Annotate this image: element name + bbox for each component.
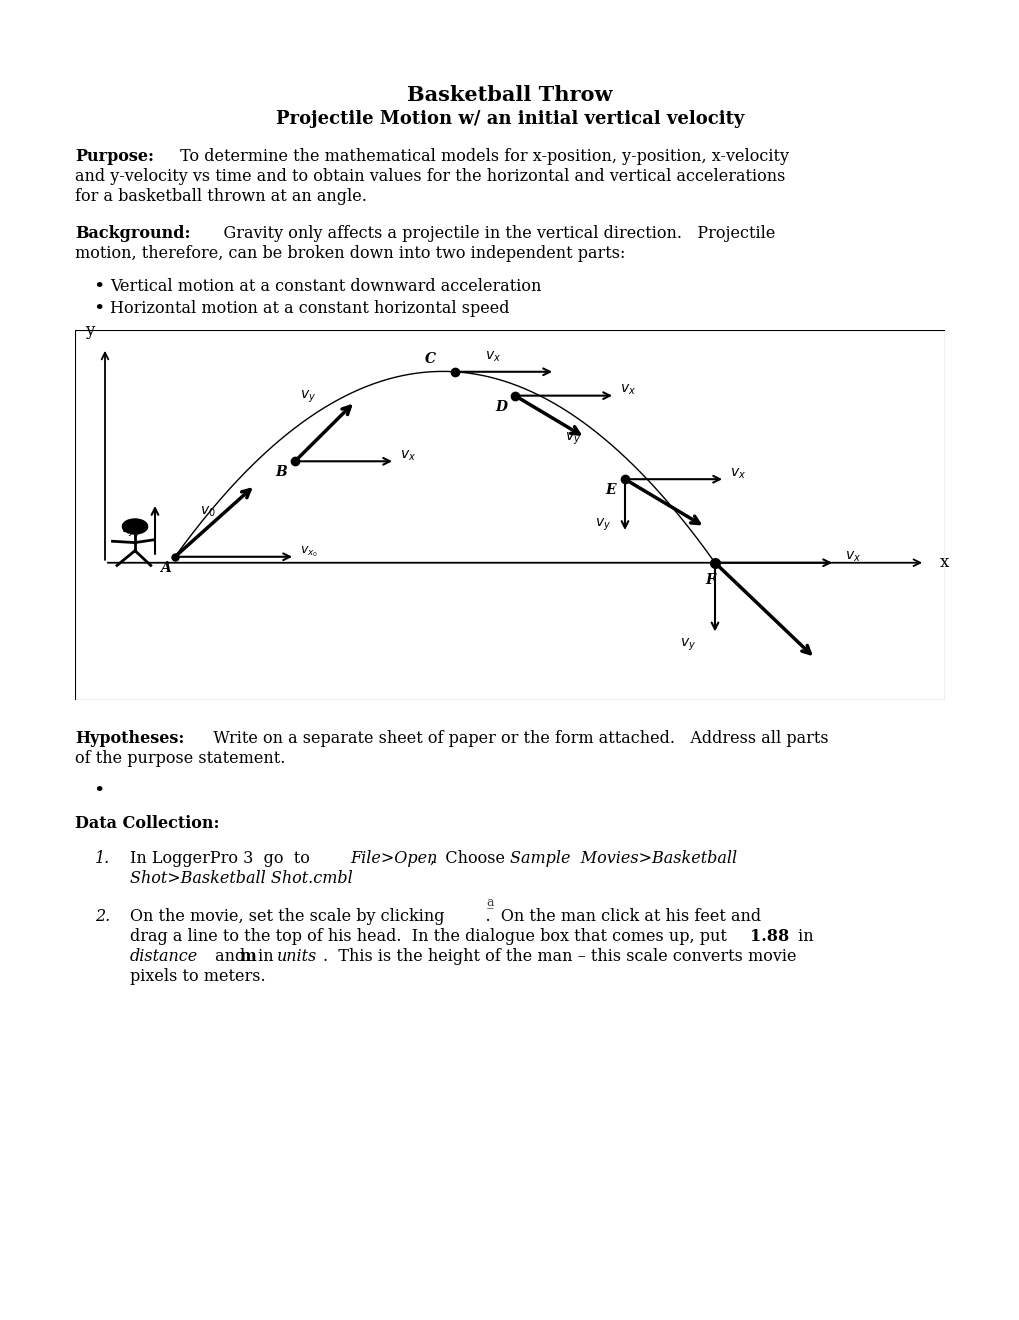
Text: $v_y$: $v_y$ — [565, 430, 581, 446]
Text: Vertical motion at a constant downward acceleration: Vertical motion at a constant downward a… — [110, 279, 541, 294]
Text: and y-velocity vs time and to obtain values for the horizontal and vertical acce: and y-velocity vs time and to obtain val… — [75, 168, 785, 185]
Text: •: • — [93, 279, 104, 296]
Text: motion, therefore, can be broken down into two independent parts:: motion, therefore, can be broken down in… — [75, 246, 625, 261]
Text: $v_x$: $v_x$ — [484, 350, 500, 364]
Text: Sample  Movies>Basketball: Sample Movies>Basketball — [510, 850, 737, 867]
Text: 1.88: 1.88 — [749, 928, 789, 945]
Text: B: B — [275, 465, 286, 479]
Text: Purpose:: Purpose: — [75, 148, 154, 165]
Text: $v_x$: $v_x$ — [730, 466, 745, 480]
Text: C: C — [425, 352, 435, 366]
Text: a̲̲̲̲̲̲̲̲̲: a̲̲̲̲̲̲̲̲̲ — [486, 895, 493, 908]
Text: $v_x$: $v_x$ — [399, 449, 416, 463]
Text: E: E — [604, 483, 615, 498]
Text: ,  Choose: , Choose — [430, 850, 515, 867]
Text: $v_0$: $v_0$ — [200, 506, 215, 519]
Text: pixels to meters.: pixels to meters. — [129, 968, 265, 985]
Text: Horizontal motion at a constant horizontal speed: Horizontal motion at a constant horizont… — [110, 300, 510, 317]
Text: •: • — [93, 781, 104, 800]
Text: drag a line to the top of his head.  In the dialogue box that comes up, put: drag a line to the top of his head. In t… — [129, 928, 732, 945]
Text: in: in — [792, 928, 813, 945]
Text: Data Collection:: Data Collection: — [75, 814, 219, 832]
Text: y: y — [86, 322, 95, 339]
Text: distance: distance — [129, 948, 198, 965]
Text: Gravity only affects a projectile in the vertical direction.   Projectile: Gravity only affects a projectile in the… — [203, 224, 774, 242]
Text: In LoggerPro 3  go  to: In LoggerPro 3 go to — [129, 850, 320, 867]
Text: of the purpose statement.: of the purpose statement. — [75, 750, 285, 767]
Text: for a basketball thrown at an angle.: for a basketball thrown at an angle. — [75, 187, 367, 205]
Text: File>Open: File>Open — [350, 850, 437, 867]
Text: F: F — [704, 573, 714, 586]
Text: Basketball Throw: Basketball Throw — [407, 84, 612, 106]
Text: •: • — [93, 300, 104, 318]
Text: $v_{x_0}$: $v_{x_0}$ — [300, 545, 318, 560]
Text: m: m — [239, 948, 257, 965]
Text: $v_y$: $v_y$ — [300, 388, 316, 405]
Text: in: in — [253, 948, 278, 965]
Text: and: and — [210, 948, 250, 965]
Circle shape — [122, 519, 148, 535]
Text: units: units — [277, 948, 317, 965]
Text: $v_x$: $v_x$ — [620, 383, 636, 397]
FancyBboxPatch shape — [75, 330, 944, 700]
Text: To determine the mathematical models for x-position, y-position, x-velocity: To determine the mathematical models for… — [175, 148, 789, 165]
Text: Background:: Background: — [75, 224, 191, 242]
Text: 1.: 1. — [95, 850, 110, 867]
Text: $v_y$: $v_y$ — [594, 517, 610, 533]
Text: $v_y$: $v_y$ — [680, 636, 695, 652]
Text: $v_x$: $v_x$ — [844, 549, 860, 564]
Text: x: x — [940, 554, 949, 572]
Text: 2.: 2. — [95, 908, 110, 925]
Text: D: D — [494, 400, 506, 413]
Text: A: A — [160, 561, 170, 574]
Text: On the movie, set the scale by clicking        .  On the man click at his feet a: On the movie, set the scale by clicking … — [129, 908, 760, 925]
Text: Write on a separate sheet of paper or the form attached.   Address all parts: Write on a separate sheet of paper or th… — [203, 730, 827, 747]
Text: Hypotheses:: Hypotheses: — [75, 730, 184, 747]
Text: Shot>Basketball Shot.cmbl: Shot>Basketball Shot.cmbl — [129, 870, 353, 887]
Text: Projectile Motion w/ an initial vertical velocity: Projectile Motion w/ an initial vertical… — [275, 110, 744, 128]
Text: $v_{y_0}$: $v_{y_0}$ — [120, 523, 140, 540]
Text: .  This is the height of the man – this scale converts movie: . This is the height of the man – this s… — [323, 948, 796, 965]
